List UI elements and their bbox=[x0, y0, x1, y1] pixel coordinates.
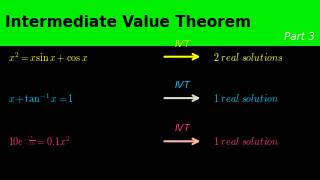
Bar bbox=[0, 0, 320, 46]
Text: $x + \tan^{-1} x = 1$: $x + \tan^{-1} x = 1$ bbox=[8, 91, 74, 105]
Text: $\mathit{1\ real\ solution}$: $\mathit{1\ real\ solution}$ bbox=[213, 135, 279, 147]
Text: $\mathit{IVT}$: $\mathit{IVT}$ bbox=[173, 79, 191, 90]
Text: $\mathit{IVT}$: $\mathit{IVT}$ bbox=[173, 122, 191, 133]
Text: $\mathit{IVT}$: $\mathit{IVT}$ bbox=[173, 38, 191, 49]
Text: $\mathit{1\ real\ solution}$: $\mathit{1\ real\ solution}$ bbox=[213, 92, 279, 104]
Text: Intermediate Value Theorem: Intermediate Value Theorem bbox=[5, 15, 251, 30]
Text: $\mathit{2\ real\ solutions}$: $\mathit{2\ real\ solutions}$ bbox=[213, 51, 283, 63]
Text: Part 3: Part 3 bbox=[284, 32, 315, 42]
Text: $10e^{-\frac{x}{10}} = 0.1x^2$: $10e^{-\frac{x}{10}} = 0.1x^2$ bbox=[8, 135, 71, 148]
Text: $x^2 = x\sin x + \cos x$: $x^2 = x\sin x + \cos x$ bbox=[8, 50, 88, 64]
